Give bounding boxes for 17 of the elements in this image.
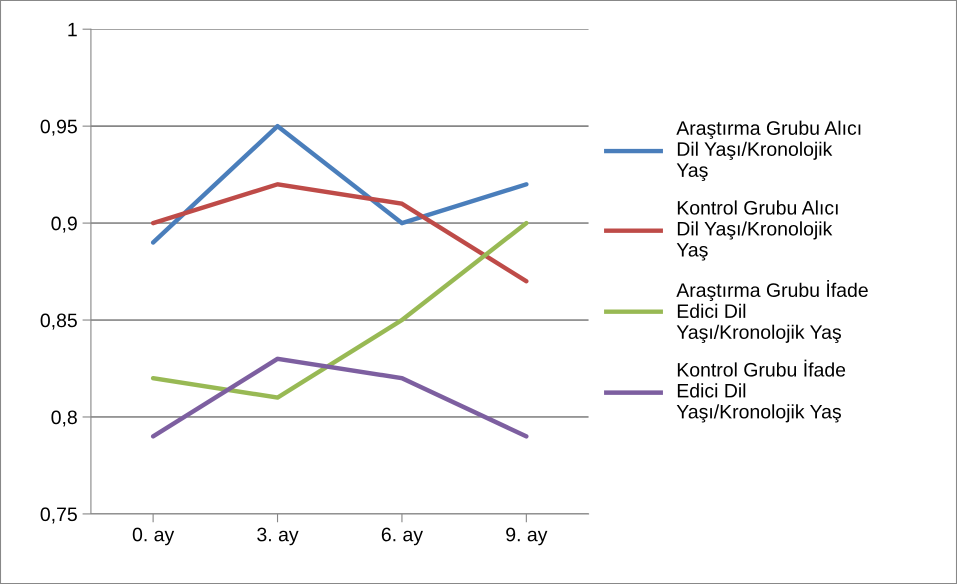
y-tick-label: 0,85 bbox=[40, 314, 77, 330]
y-tick-label: 0,9 bbox=[51, 216, 77, 233]
y-tick-label: 0,95 bbox=[40, 120, 77, 136]
y-tick-label: 0,75 bbox=[40, 507, 77, 524]
line-series bbox=[150, 220, 529, 400]
y-tick-label: 1 bbox=[68, 22, 77, 36]
line-series bbox=[150, 124, 529, 245]
legend-label: Araştırma Grubu Alıcı Dil Yaşı/Kronolojik Yaş bbox=[676, 120, 860, 181]
legend-label: Kontrol Grubu İfade Edici Dil Yaşı/Kronolojik Yaş bbox=[676, 360, 846, 422]
legend-label: Kontrol Grubu Alıcı Dil Yaşı/Kronolojik Yaş bbox=[676, 200, 838, 261]
legend-label: Araştırma Grubu İfade Edici Dil Yaşı/Kronolojik Yaş bbox=[676, 280, 868, 343]
x-tick-label: 3. ay bbox=[257, 528, 299, 546]
x-tick-label: 0. ay bbox=[132, 528, 174, 546]
y-tick-label: 0,8 bbox=[51, 410, 77, 427]
line-series bbox=[150, 182, 529, 284]
x-tick-label: 9. ay bbox=[506, 528, 548, 546]
x-tick-label: 6. ay bbox=[382, 528, 423, 546]
